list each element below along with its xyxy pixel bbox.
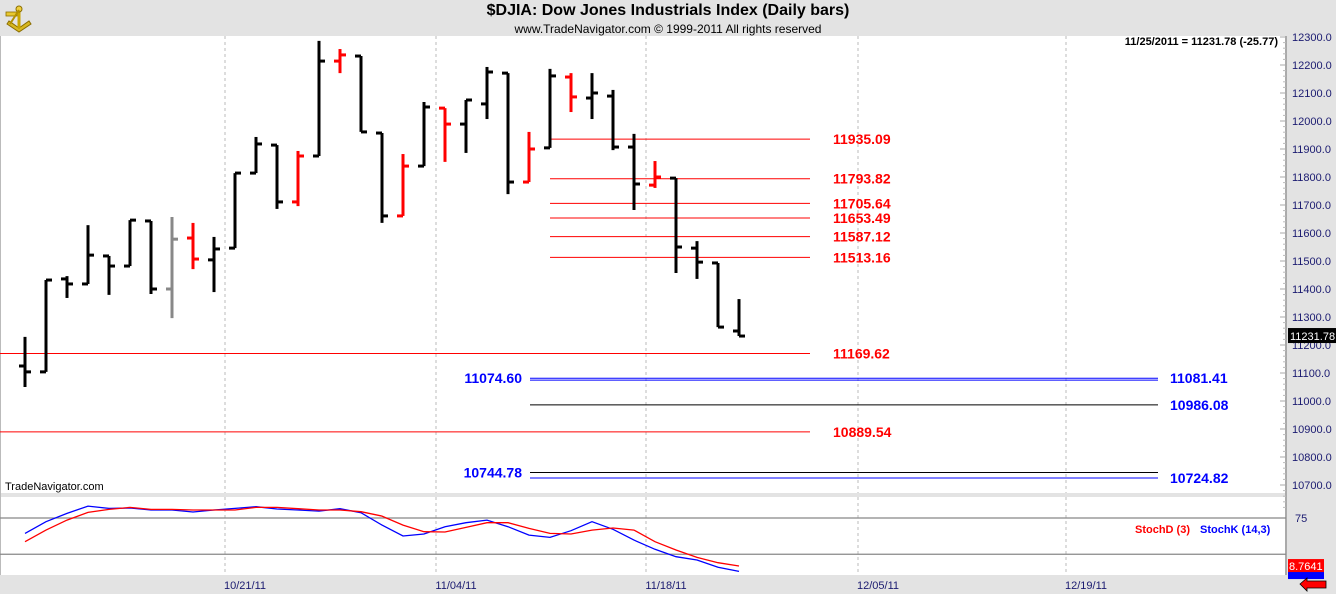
- y-tick-label: 10700.0: [1292, 480, 1332, 492]
- chart-title: $DJIA: Dow Jones Industrials Index (Dail…: [486, 2, 850, 19]
- y-tick-label: 11700.0: [1292, 200, 1331, 212]
- fib-level-label: 11935.09: [833, 131, 891, 147]
- stochd-value-label: 8.7641: [1289, 561, 1323, 573]
- y-tick-label: 11800.0: [1292, 172, 1331, 184]
- brand-label: TradeNavigator.com: [5, 481, 104, 493]
- extension-left-label: 11074.60: [464, 370, 522, 386]
- x-tick-label: 10/21/11: [224, 580, 266, 592]
- stoch-level-label: 75: [1295, 513, 1307, 525]
- stochd-line: [24, 506, 740, 567]
- support-level-label: 10889.54: [833, 424, 892, 440]
- y-tick-label: 11600.0: [1292, 228, 1331, 240]
- extension-right-label: 10724.82: [1170, 470, 1229, 486]
- fib-level-label: 11793.82: [833, 171, 891, 187]
- fib-level-label: 11705.64: [833, 195, 891, 211]
- current-price-box: [1288, 328, 1336, 344]
- stochastic-panel: [0, 497, 1286, 575]
- extension-left-label: 10744.78: [464, 464, 523, 480]
- current-price-label: 11231.78: [1290, 331, 1335, 343]
- y-tick-label: 12200.0: [1292, 60, 1332, 72]
- x-tick-label: 11/18/11: [645, 580, 686, 592]
- y-tick-label: 10800.0: [1292, 452, 1332, 464]
- extension-right-label: 10986.08: [1170, 397, 1229, 413]
- y-tick-label: 11900.0: [1292, 144, 1331, 156]
- y-tick-label: 12100.0: [1292, 88, 1332, 100]
- fib-level-label: 11513.16: [833, 249, 891, 265]
- y-tick-label: 11500.0: [1292, 256, 1331, 268]
- sextant-icon: [3, 2, 35, 34]
- legend-stochk: StochK (14,3): [1200, 524, 1271, 536]
- x-tick-label: 11/04/11: [435, 580, 476, 592]
- x-tick-label: 12/05/11: [857, 580, 899, 592]
- x-tick-label: 12/19/11: [1065, 580, 1107, 592]
- y-tick-label: 10900.0: [1292, 424, 1332, 436]
- scroll-left-arrow-icon[interactable]: [1299, 577, 1327, 592]
- legend-stochd: StochD (3): [1135, 524, 1190, 536]
- price-readout: 11/25/2011 = 11231.78 (-25.77): [1124, 36, 1278, 48]
- fib-level-label: 11653.49: [833, 210, 891, 226]
- y-tick-label: 11300.0: [1292, 312, 1331, 324]
- y-tick-label: 12300.0: [1292, 32, 1332, 44]
- copyright-subtitle: www.TradeNavigator.com © 1999-2011 All r…: [514, 22, 822, 36]
- y-tick-label: 11000.0: [1292, 396, 1331, 408]
- stochd-value-box: [1288, 559, 1324, 573]
- extension-right-label: 11081.41: [1170, 370, 1228, 386]
- support-level-label: 11169.62: [833, 346, 890, 362]
- fib-level-label: 11587.12: [833, 229, 891, 245]
- y-tick-label: 11100.0: [1292, 368, 1330, 380]
- y-tick-label: 11400.0: [1292, 284, 1331, 296]
- y-tick-label: 12000.0: [1292, 116, 1332, 128]
